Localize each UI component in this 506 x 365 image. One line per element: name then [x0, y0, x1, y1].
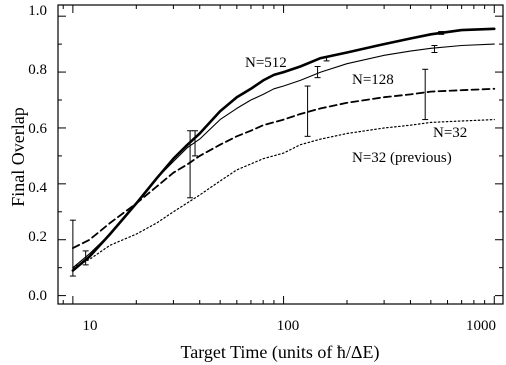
- x-tick-label-100: 100: [277, 318, 300, 334]
- x-tick-label-10: 10: [83, 318, 98, 334]
- x-axis-title: Target Time (units of ħ/ΔE): [181, 342, 380, 363]
- y-tick-label-1.0: 1.0: [28, 3, 47, 19]
- series-label-n512: N=512: [245, 55, 287, 71]
- plot-marks: [57, 4, 504, 305]
- y-tick-label-0.8: 0.8: [28, 62, 47, 78]
- y-axis-title: Final Overlap: [8, 107, 28, 206]
- y-tick-label-0.2: 0.2: [28, 229, 47, 245]
- y-tick-label-0.4: 0.4: [28, 180, 47, 196]
- y-tick-label-0.0: 0.0: [28, 288, 47, 304]
- series-label-n32: N=32: [433, 125, 467, 141]
- series-line-3: [72, 118, 495, 269]
- plot-frame: [57, 4, 504, 305]
- series-label-n32-previous: N=32 (previous): [352, 150, 452, 166]
- series-line-2: [72, 87, 496, 250]
- y-tick-label-0.6: 0.6: [28, 121, 47, 137]
- x-tick-label-1000: 1000: [466, 318, 496, 334]
- series-label-n128: N=128: [352, 72, 394, 88]
- series-line-1: [72, 43, 495, 269]
